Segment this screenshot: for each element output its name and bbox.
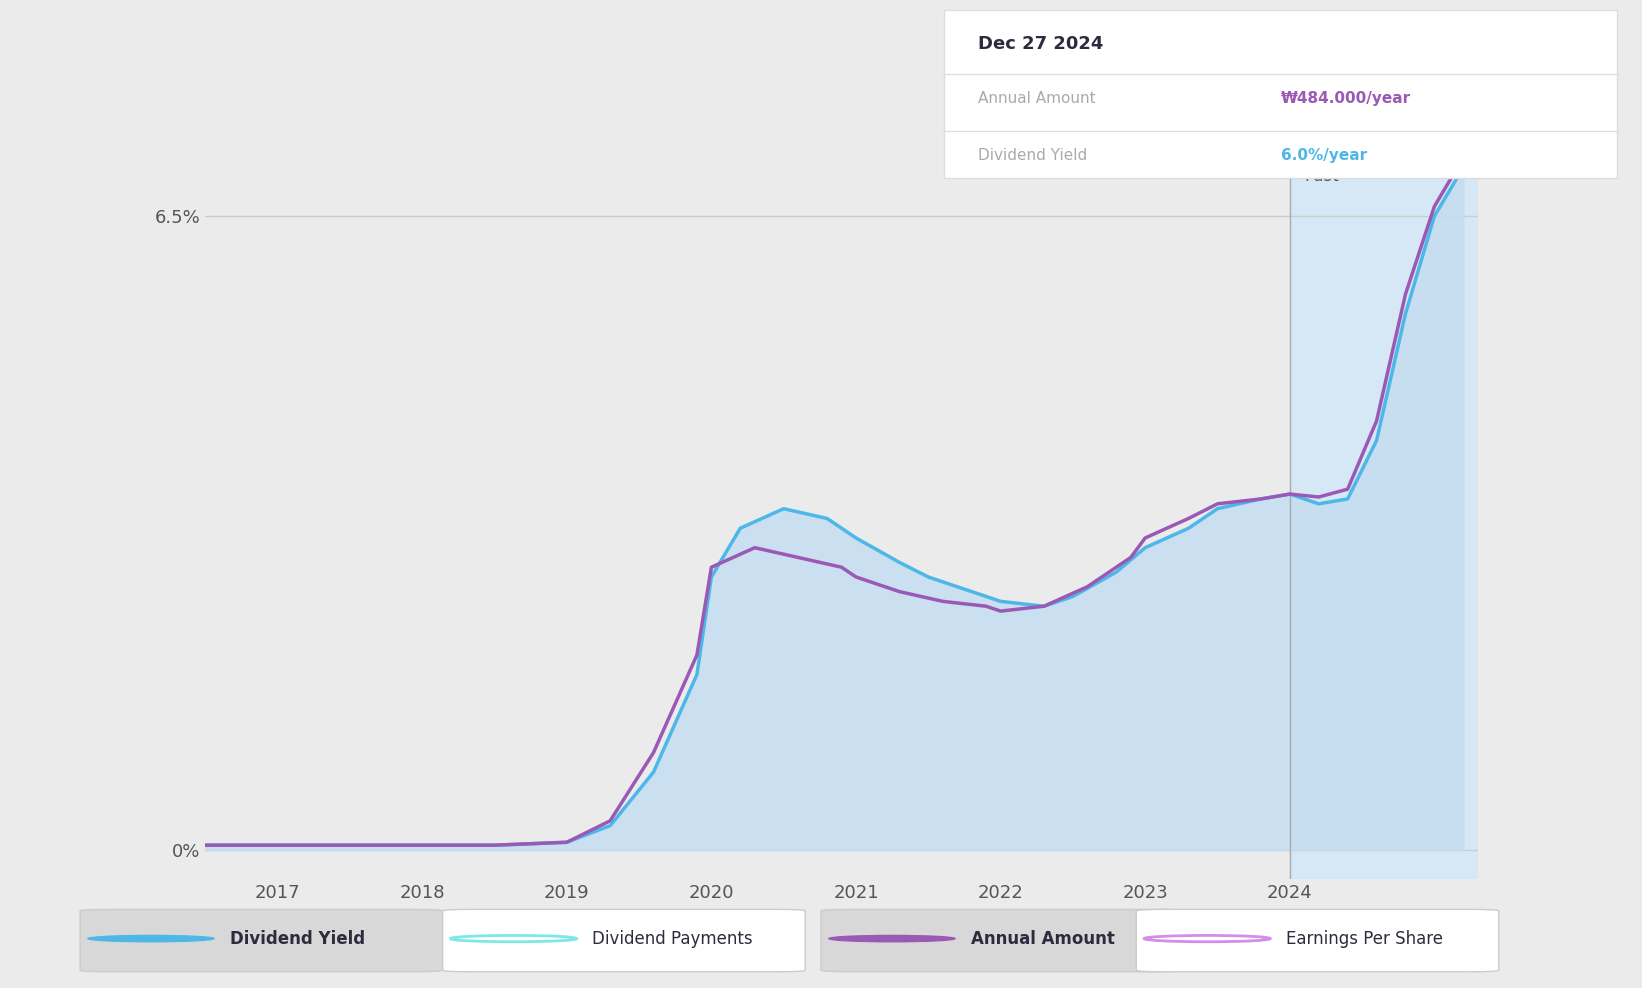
Text: Past: Past — [1304, 167, 1338, 186]
FancyBboxPatch shape — [443, 909, 805, 972]
Text: Dividend Yield: Dividend Yield — [230, 930, 365, 947]
Circle shape — [829, 936, 956, 942]
FancyBboxPatch shape — [80, 909, 443, 972]
Circle shape — [89, 936, 213, 942]
Circle shape — [450, 936, 576, 942]
Text: Dec 27 2024: Dec 27 2024 — [979, 36, 1103, 53]
FancyBboxPatch shape — [821, 909, 1184, 972]
Text: Earnings Per Share: Earnings Per Share — [1286, 930, 1443, 947]
FancyBboxPatch shape — [1136, 909, 1499, 972]
Text: ₩484.000/year: ₩484.000/year — [1281, 91, 1410, 106]
Text: 6.0%/year: 6.0%/year — [1281, 147, 1366, 163]
Bar — [1291, 119, 1478, 879]
Text: Dividend Payments: Dividend Payments — [593, 930, 754, 947]
Text: Dividend Yield: Dividend Yield — [979, 147, 1087, 163]
Text: Annual Amount: Annual Amount — [970, 930, 1115, 947]
Circle shape — [1144, 936, 1271, 942]
Text: Annual Amount: Annual Amount — [979, 91, 1095, 106]
